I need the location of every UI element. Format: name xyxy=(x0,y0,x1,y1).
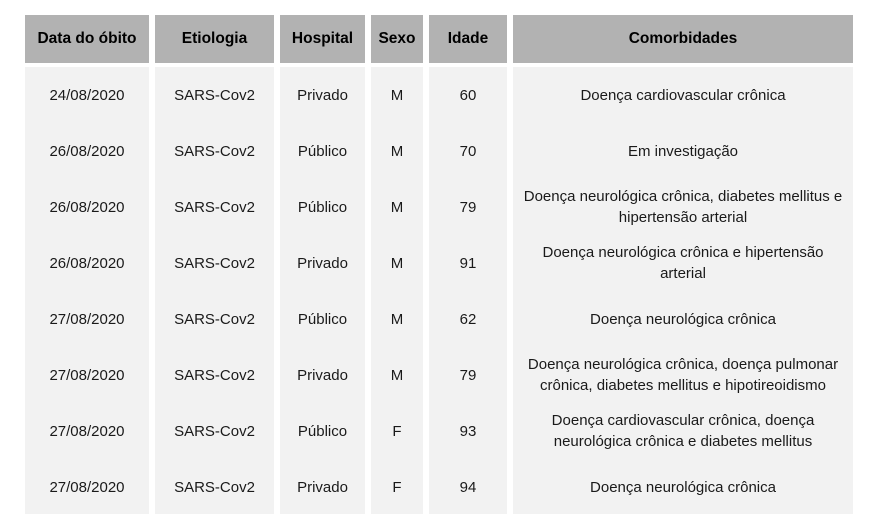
cell-age: 79 xyxy=(429,179,507,235)
cell-death-date: 26/08/2020 xyxy=(25,235,149,291)
column-header-idade: Idade xyxy=(429,15,507,67)
cell-comorbidities: Doença neurológica crônica xyxy=(513,459,853,514)
cell-hospital: Privado xyxy=(280,235,365,291)
cell-age: 70 xyxy=(429,123,507,179)
cell-etiology: SARS-Cov2 xyxy=(155,291,274,347)
cell-age: 79 xyxy=(429,347,507,403)
cell-age: 60 xyxy=(429,67,507,123)
cell-comorbidities: Doença neurológica crônica, doença pulmo… xyxy=(513,347,853,403)
cell-etiology: SARS-Cov2 xyxy=(155,67,274,123)
table-row: 27/08/2020 SARS-Cov2 Privado F 94 Doença… xyxy=(25,459,853,514)
table-row: 26/08/2020 SARS-Cov2 Público M 79 Doença… xyxy=(25,179,853,235)
cell-death-date: 24/08/2020 xyxy=(25,67,149,123)
cell-age: 62 xyxy=(429,291,507,347)
cell-death-date: 27/08/2020 xyxy=(25,403,149,459)
cell-age: 91 xyxy=(429,235,507,291)
cell-etiology: SARS-Cov2 xyxy=(155,459,274,514)
cell-sex: M xyxy=(371,291,423,347)
cell-comorbidities: Doença cardiovascular crônica xyxy=(513,67,853,123)
cell-sex: M xyxy=(371,347,423,403)
cell-hospital: Privado xyxy=(280,67,365,123)
column-header-etiologia: Etiologia xyxy=(155,15,274,67)
table-row: 24/08/2020 SARS-Cov2 Privado M 60 Doença… xyxy=(25,67,853,123)
cell-death-date: 26/08/2020 xyxy=(25,179,149,235)
cell-sex: F xyxy=(371,459,423,514)
column-header-data-do-obito: Data do óbito xyxy=(25,15,149,67)
column-header-hospital: Hospital xyxy=(280,15,365,67)
table-row: 26/08/2020 SARS-Cov2 Privado M 91 Doença… xyxy=(25,235,853,291)
deaths-table: Data do óbito Etiologia Hospital Sexo Id… xyxy=(19,15,859,514)
cell-sex: M xyxy=(371,67,423,123)
column-header-sexo: Sexo xyxy=(371,15,423,67)
cell-death-date: 27/08/2020 xyxy=(25,291,149,347)
table-row: 26/08/2020 SARS-Cov2 Público M 70 Em inv… xyxy=(25,123,853,179)
report-page: Data do óbito Etiologia Hospital Sexo Id… xyxy=(0,15,880,514)
cell-hospital: Público xyxy=(280,291,365,347)
cell-hospital: Privado xyxy=(280,459,365,514)
cell-sex: M xyxy=(371,123,423,179)
cell-hospital: Público xyxy=(280,123,365,179)
cell-death-date: 26/08/2020 xyxy=(25,123,149,179)
cell-hospital: Privado xyxy=(280,347,365,403)
cell-etiology: SARS-Cov2 xyxy=(155,123,274,179)
cell-death-date: 27/08/2020 xyxy=(25,459,149,514)
cell-sex: M xyxy=(371,235,423,291)
cell-etiology: SARS-Cov2 xyxy=(155,347,274,403)
cell-age: 93 xyxy=(429,403,507,459)
cell-death-date: 27/08/2020 xyxy=(25,347,149,403)
cell-comorbidities: Doença neurológica crônica, diabetes mel… xyxy=(513,179,853,235)
header-row: Data do óbito Etiologia Hospital Sexo Id… xyxy=(25,15,853,67)
cell-hospital: Público xyxy=(280,179,365,235)
cell-age: 94 xyxy=(429,459,507,514)
cell-comorbidities: Doença neurológica crônica xyxy=(513,291,853,347)
cell-sex: M xyxy=(371,179,423,235)
cell-etiology: SARS-Cov2 xyxy=(155,403,274,459)
cell-comorbidities: Doença neurológica crônica e hipertensão… xyxy=(513,235,853,291)
cell-hospital: Público xyxy=(280,403,365,459)
cell-etiology: SARS-Cov2 xyxy=(155,235,274,291)
cell-sex: F xyxy=(371,403,423,459)
table-row: 27/08/2020 SARS-Cov2 Público F 93 Doença… xyxy=(25,403,853,459)
table-row: 27/08/2020 SARS-Cov2 Privado M 79 Doença… xyxy=(25,347,853,403)
cell-comorbidities: Em investigação xyxy=(513,123,853,179)
cell-etiology: SARS-Cov2 xyxy=(155,179,274,235)
table-row: 27/08/2020 SARS-Cov2 Público M 62 Doença… xyxy=(25,291,853,347)
column-header-comorbidades: Comorbidades xyxy=(513,15,853,67)
cell-comorbidities: Doença cardiovascular crônica, doença ne… xyxy=(513,403,853,459)
